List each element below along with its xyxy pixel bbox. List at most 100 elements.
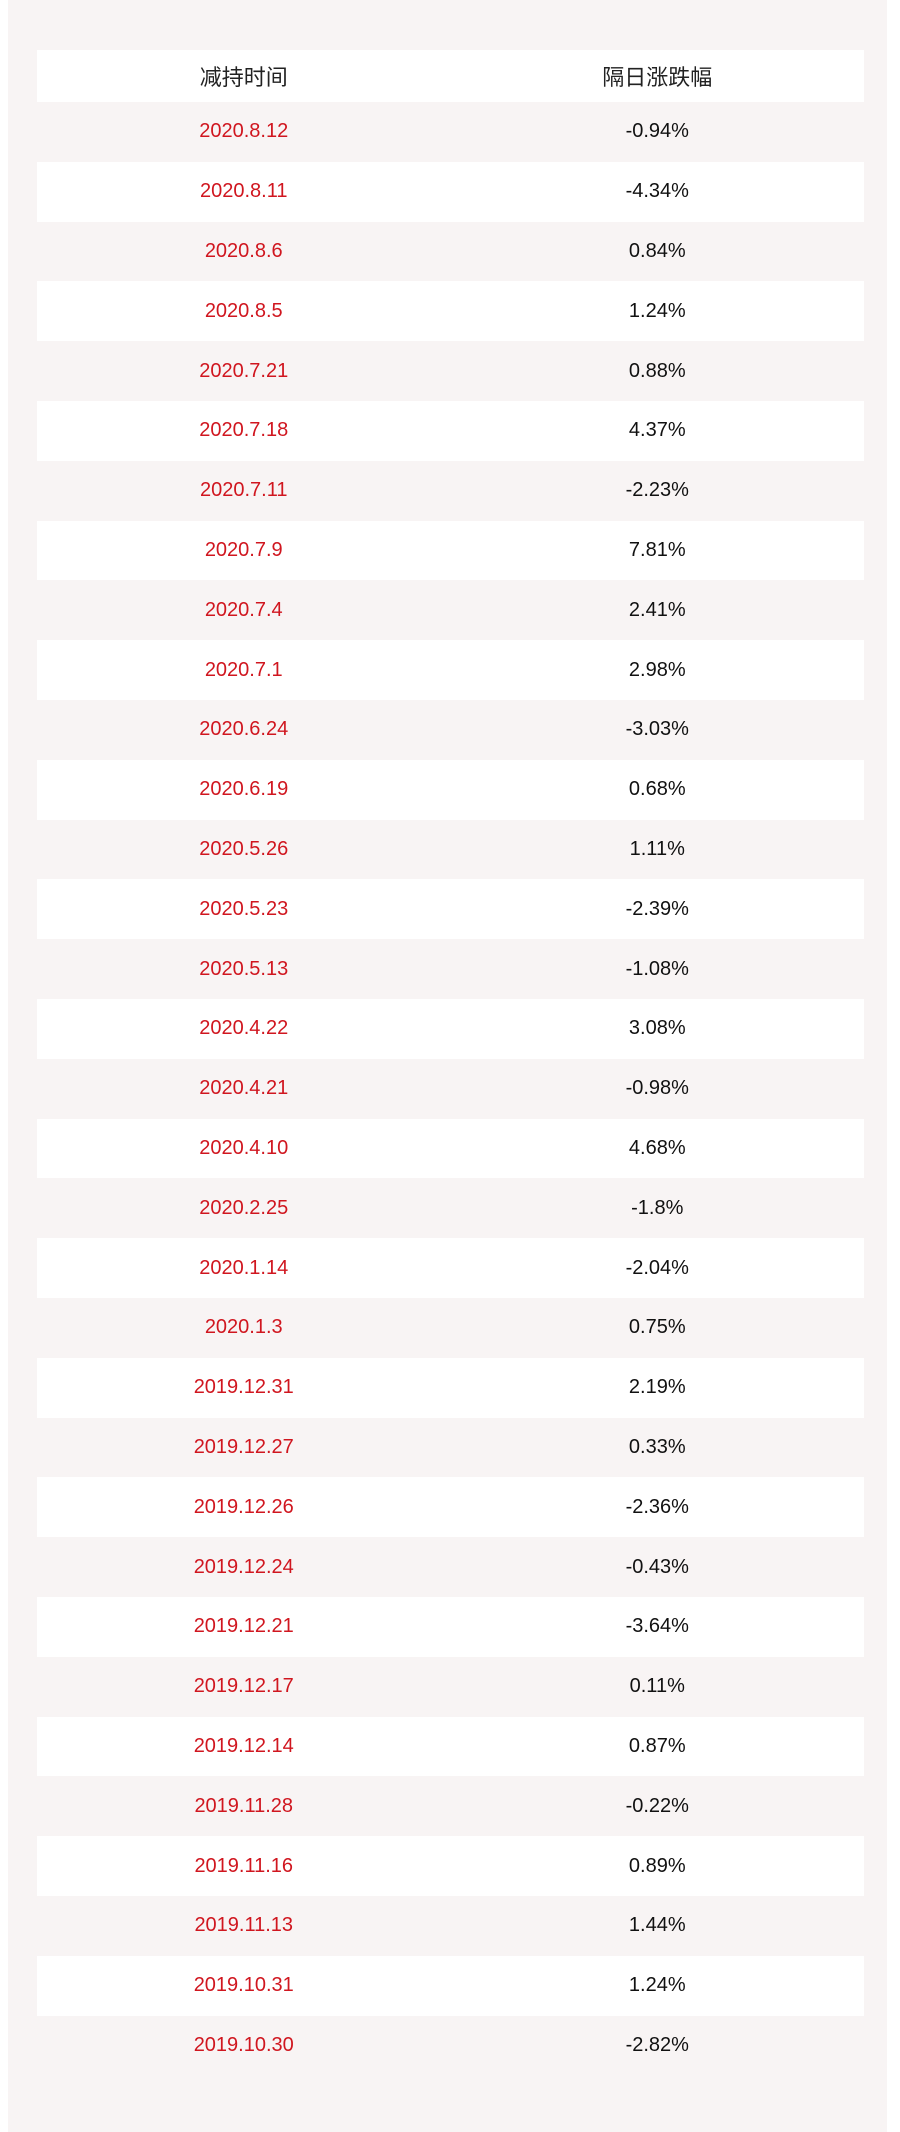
- content-area: 减持时间 隔日涨跌幅 2020.8.12 -0.94% 2020.8.11 -4.34…: [8, 0, 887, 2132]
- change-cell: 1.11%: [629, 837, 685, 860]
- date-cell: 2020.7.21: [199, 359, 289, 382]
- change-cell: -2.36%: [450, 1477, 864, 1538]
- table-row: 2020.4.22 3.08%: [37, 998, 864, 1059]
- date-cell: 2020.4.22: [37, 998, 451, 1059]
- date-cell: 2020.6.19: [37, 759, 451, 820]
- date-cell: 2019.11.16: [37, 1836, 451, 1896]
- table-row: 2020.8.5 1.24%: [37, 281, 864, 342]
- date-cell: 2020.7.9: [37, 520, 451, 581]
- date-cell: 2019.11.28: [194, 1794, 294, 1817]
- table-row: 2020.2.25 -1.8%: [37, 1178, 864, 1238]
- change-cell: 4.37%: [450, 400, 864, 461]
- table-row: 2019.10.31 1.24%: [37, 1955, 864, 2016]
- change-cell: 0.75%: [628, 1316, 686, 1339]
- date-cell: 2020.7.18: [37, 400, 451, 461]
- date-cell: 2020.7.1: [37, 640, 451, 700]
- table-row: 2020.1.14 -2.04%: [37, 1238, 864, 1298]
- table-row: 2019.12.17 0.11%: [37, 1657, 864, 1717]
- change-cell: 3.08%: [450, 998, 864, 1059]
- change-cell: 4.68%: [450, 1118, 864, 1179]
- date-cell: 2020.7.4: [204, 598, 283, 621]
- date-cell: 2019.10.31: [37, 1955, 451, 2016]
- date-cell: 2020.1.14: [37, 1238, 451, 1298]
- change-cell: 2.41%: [628, 598, 686, 621]
- change-cell: 7.81%: [450, 520, 864, 581]
- header-row: 减持时间 隔日涨跌幅: [37, 50, 864, 102]
- date-cell: 2020.5.23: [37, 879, 451, 940]
- change-cell: -2.04%: [450, 1238, 864, 1298]
- change-cell: 0.33%: [628, 1435, 686, 1458]
- table-row: 2019.12.27 0.33%: [37, 1418, 864, 1478]
- table-body: 2020.8.12 -0.94% 2020.8.11 -4.34% 2020.8.6 0.…: [37, 102, 864, 2075]
- date-cell: 2020.5.26: [199, 837, 289, 860]
- table-row: 2020.8.12 -0.94%: [37, 102, 864, 162]
- date-cell: 2019.12.27: [193, 1435, 294, 1458]
- date-cell: 2019.12.21: [37, 1596, 451, 1657]
- date-cell: 2019.12.17: [193, 1675, 294, 1698]
- column-header: 隔日涨跌幅: [450, 50, 864, 102]
- table-row: 2020.5.23 -2.39%: [37, 879, 864, 940]
- change-cell: -4.34%: [450, 161, 864, 222]
- date-cell: 2020.6.24: [199, 718, 289, 741]
- table-row: 2019.12.24 -0.43%: [37, 1537, 864, 1597]
- date-cell: 2019.12.26: [37, 1477, 451, 1538]
- table-row: 2019.10.30 -2.82%: [37, 2016, 864, 2076]
- date-cell: 2020.4.10: [37, 1118, 451, 1179]
- change-cell: 0.68%: [450, 759, 864, 820]
- table-row: 2020.8.6 0.84%: [37, 222, 864, 282]
- change-cell: 1.24%: [450, 281, 864, 342]
- change-cell: 1.44%: [628, 1914, 686, 1937]
- table-row: 2020.6.19 0.68%: [37, 759, 864, 820]
- table-row: 2020.5.26 1.11%: [37, 820, 864, 880]
- table-row: 2019.11.28 -0.22%: [37, 1776, 864, 1836]
- change-cell: 0.88%: [628, 359, 686, 382]
- table-row: 2020.4.10 4.68%: [37, 1118, 864, 1179]
- date-cell: 2020.4.21: [199, 1077, 289, 1100]
- column-header: 减持时间: [37, 50, 451, 102]
- table-row: 2019.12.14 0.87%: [37, 1716, 864, 1777]
- change-cell: -0.43%: [625, 1555, 689, 1578]
- change-cell: -2.82%: [625, 2033, 689, 2056]
- table-row: 2020.1.3 0.75%: [37, 1298, 864, 1358]
- date-cell: 2019.12.24: [193, 1555, 294, 1578]
- change-cell: 0.89%: [450, 1836, 864, 1896]
- table-row: 2020.7.4 2.41%: [37, 580, 864, 640]
- date-cell: 2020.7.11: [200, 479, 288, 502]
- change-cell: 0.84%: [628, 239, 686, 262]
- date-cell: 2020.5.13: [199, 957, 289, 980]
- table-row: 2019.12.26 -2.36%: [37, 1477, 864, 1538]
- date-cell: 2019.12.14: [37, 1716, 451, 1777]
- table-row: 2019.12.21 -3.64%: [37, 1596, 864, 1657]
- table-row: 2020.8.11 -4.34%: [37, 161, 864, 222]
- change-cell: -2.23%: [625, 479, 689, 502]
- date-cell: 2020.8.5: [37, 281, 451, 342]
- change-cell: 0.11%: [629, 1675, 685, 1698]
- table-row: 2020.6.24 -3.03%: [37, 700, 864, 760]
- change-cell: -1.8%: [631, 1196, 684, 1219]
- change-cell: 0.87%: [450, 1716, 864, 1777]
- table-row: 2020.7.18 4.37%: [37, 400, 864, 461]
- change-cell: -3.64%: [450, 1596, 864, 1657]
- table-row: 2020.5.13 -1.08%: [37, 939, 864, 999]
- change-cell: 1.24%: [450, 1955, 864, 2016]
- change-cell: -1.08%: [625, 957, 689, 980]
- table-row: 2019.12.31 2.19%: [37, 1357, 864, 1418]
- change-cell: -0.94%: [625, 120, 689, 143]
- table-row: 2020.7.9 7.81%: [37, 520, 864, 581]
- date-cell: 2019.12.31: [37, 1357, 451, 1418]
- date-cell: 2020.1.3: [204, 1316, 283, 1339]
- table-row: 2020.7.1 2.98%: [37, 640, 864, 700]
- change-cell: 2.98%: [450, 640, 864, 700]
- table-row: 2019.11.13 1.44%: [37, 1896, 864, 1956]
- change-cell: 2.19%: [450, 1357, 864, 1418]
- change-cell: -0.22%: [625, 1794, 689, 1817]
- date-cell: 2019.10.30: [193, 2033, 294, 2056]
- date-cell: 2020.8.6: [204, 239, 283, 262]
- table-row: 2020.4.21 -0.98%: [37, 1059, 864, 1119]
- date-cell: 2020.2.25: [199, 1196, 289, 1219]
- data-table: 减持时间 隔日涨跌幅 2020.8.12 -0.94% 2020.8.11 -4.34…: [37, 50, 864, 2075]
- change-cell: -2.39%: [450, 879, 864, 940]
- change-cell: -0.98%: [625, 1077, 689, 1100]
- date-cell: 2019.11.13: [194, 1914, 294, 1937]
